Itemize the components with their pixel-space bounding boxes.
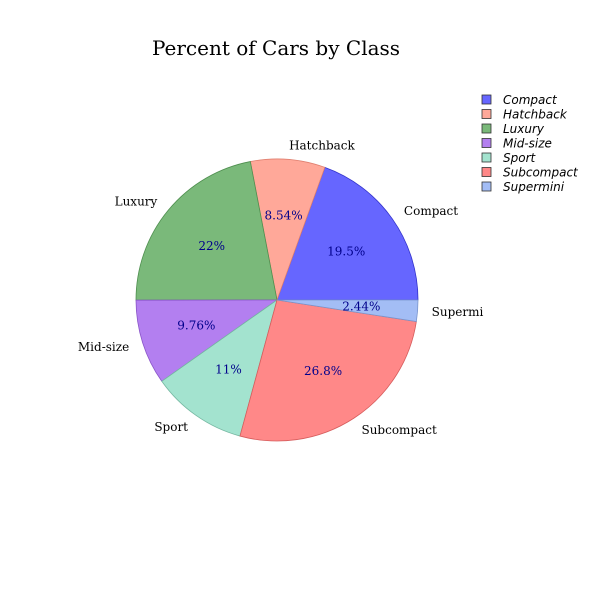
slice-percent-subcompact: 26.8% <box>304 364 342 378</box>
legend-swatch-luxury <box>481 123 492 134</box>
legend-label-subcompact: Subcompact <box>503 166 579 180</box>
pie-slice-subcompact <box>239 299 417 442</box>
legend-label-sport: Sport <box>503 151 537 165</box>
slice-percent-sport: 11% <box>215 362 242 376</box>
slice-percent-mid-size: 9.76% <box>177 319 215 333</box>
pie-slices <box>135 158 419 442</box>
legend-label-compact: Compact <box>503 93 558 107</box>
legend-swatch-hatchback <box>481 109 492 119</box>
legend-label-supermini: Supermini <box>503 180 565 194</box>
legend-label-mid-size: Mid-size <box>503 137 552 151</box>
slice-label-supermini: Supermi <box>432 305 484 319</box>
chart-title: Percent of Cars by Class <box>152 36 400 60</box>
slice-label-subcompact: Subcompact <box>361 423 437 437</box>
pie-slice-luxury <box>135 161 278 301</box>
slice-percent-luxury: 22% <box>198 239 225 253</box>
slice-percent-labels: 19.5% 8.54% 22% 9.76% 11% 26.8% 2.44% <box>177 209 380 378</box>
legend: CompactHatchbackLuxuryMid-sizeSportSubco… <box>481 93 579 194</box>
pie-slice-mid-size <box>135 299 279 382</box>
legend-label-hatchback: Hatchback <box>503 108 568 122</box>
legend-swatch-subcompact <box>481 167 492 177</box>
slice-percent-supermini: 2.44% <box>342 299 380 313</box>
pie-slice-compact <box>276 166 419 301</box>
slice-percent-compact: 19.5% <box>327 244 365 258</box>
slice-percent-hatchback: 8.54% <box>265 209 303 223</box>
legend-swatch-supermini <box>481 181 492 192</box>
slice-label-mid-size: Mid-size <box>78 340 129 354</box>
pie-slice-sport <box>161 299 278 437</box>
slice-category-labels: Compact Hatchback Luxury Mid-size Sport Subco… <box>78 138 484 437</box>
slice-label-sport: Sport <box>154 420 188 434</box>
slice-label-hatchback: Hatchback <box>289 138 355 152</box>
slice-label-luxury: Luxury <box>115 194 158 208</box>
pie-slice-supermini <box>276 299 419 322</box>
legend-swatch-compact <box>481 94 492 105</box>
legend-label-luxury: Luxury <box>503 122 545 136</box>
slice-label-compact: Compact <box>404 204 458 218</box>
legend-swatch-sport <box>481 152 492 163</box>
legend-swatch-mid-size <box>481 138 492 148</box>
